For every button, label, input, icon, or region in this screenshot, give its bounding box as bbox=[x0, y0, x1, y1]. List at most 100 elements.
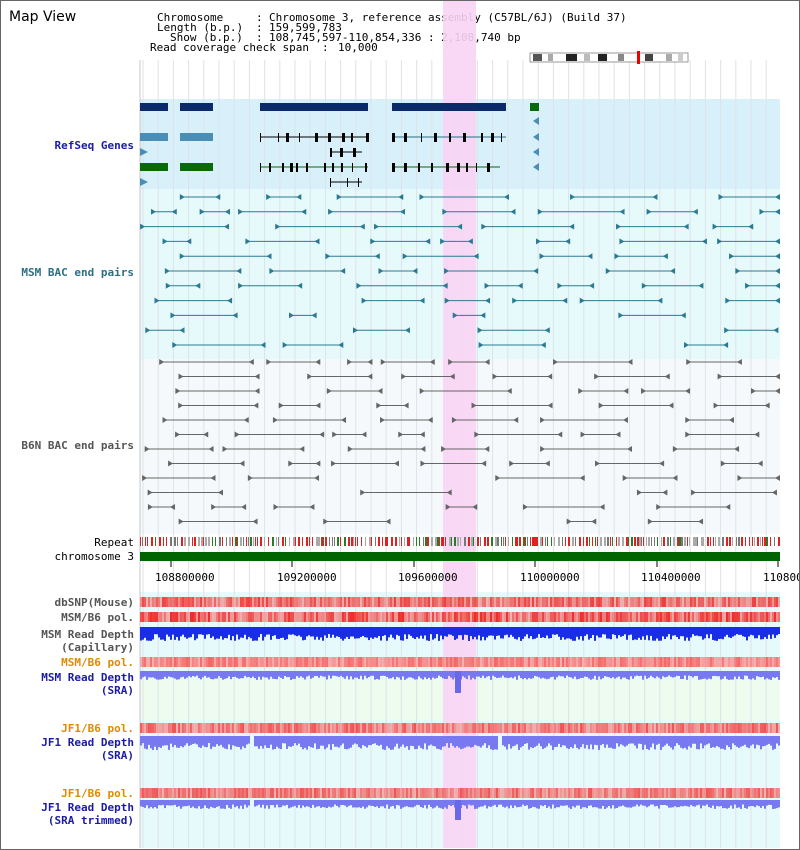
b6n-bac-pair-end bbox=[144, 446, 150, 452]
read-depth-bar bbox=[730, 627, 732, 638]
read-depth-bar bbox=[182, 671, 184, 677]
snp-density-cell bbox=[436, 723, 438, 733]
read-depth-bar bbox=[468, 627, 470, 641]
read-depth-bar bbox=[750, 736, 752, 746]
read-depth-bar bbox=[358, 736, 360, 748]
snp-density-cell bbox=[422, 612, 424, 622]
snp-density-cell bbox=[480, 612, 482, 622]
b6n-bac-pair-end bbox=[598, 402, 604, 409]
read-depth-bar bbox=[246, 671, 248, 678]
b6n-bac-pair-end bbox=[578, 388, 584, 394]
read-depth-bar bbox=[218, 736, 220, 746]
read-depth-bar bbox=[488, 627, 490, 636]
snp-density-cell bbox=[744, 657, 746, 667]
read-depth-bar bbox=[148, 736, 150, 745]
repeat-feature bbox=[361, 537, 362, 546]
snp-density-cell bbox=[270, 723, 272, 733]
snp-density-cell bbox=[766, 597, 768, 607]
msm-bac-pair-end bbox=[517, 282, 523, 289]
b6n-bac-pair-end bbox=[288, 460, 294, 467]
read-depth-bar bbox=[612, 671, 614, 678]
snp-density-cell bbox=[766, 788, 768, 798]
snp-density-cell bbox=[756, 597, 758, 607]
b6n-bac-pair-end bbox=[484, 446, 490, 452]
read-depth-bar bbox=[556, 627, 558, 635]
snp-density-cell bbox=[736, 612, 738, 622]
snp-density-cell bbox=[374, 657, 376, 667]
read-depth-bar bbox=[434, 736, 436, 747]
read-depth-bar bbox=[236, 800, 238, 807]
read-depth-bar bbox=[476, 671, 478, 677]
read-depth-bar bbox=[738, 627, 740, 635]
snp-density-cell bbox=[688, 612, 690, 622]
snp-density-cell bbox=[268, 597, 270, 607]
snp-density-cell bbox=[686, 788, 688, 798]
b6n-bac-pair-end bbox=[175, 431, 181, 438]
read-depth-bar bbox=[412, 627, 414, 638]
snp-density-cell bbox=[294, 723, 296, 733]
snp-density-cell bbox=[156, 612, 158, 622]
read-depth-bar bbox=[722, 671, 724, 679]
read-depth-bar bbox=[376, 800, 378, 807]
read-depth-bar bbox=[248, 627, 250, 637]
read-depth-bar bbox=[184, 671, 186, 679]
read-depth-bar bbox=[288, 627, 290, 635]
read-depth-bar bbox=[590, 671, 592, 680]
read-depth-bar bbox=[756, 627, 758, 639]
snp-density-cell bbox=[526, 657, 528, 667]
read-depth-bar bbox=[440, 627, 442, 636]
read-depth-bar bbox=[574, 671, 576, 677]
read-depth-bar bbox=[252, 671, 254, 677]
read-depth-bar bbox=[644, 627, 646, 640]
snp-density-cell bbox=[492, 657, 494, 667]
read-depth-bar bbox=[388, 736, 390, 749]
read-depth-bar bbox=[340, 736, 342, 746]
snp-density-cell bbox=[154, 723, 156, 733]
msm-bac-pair-end bbox=[540, 342, 546, 348]
read-depth-bar bbox=[500, 800, 502, 805]
snp-density-cell bbox=[596, 597, 598, 607]
read-depth-bar bbox=[382, 736, 384, 750]
snp-density-cell bbox=[604, 657, 606, 667]
snp-density-cell bbox=[158, 723, 160, 733]
snp-density-cell bbox=[336, 788, 338, 798]
read-depth-bar bbox=[722, 627, 724, 640]
snp-density-cell bbox=[484, 612, 486, 622]
read-depth-bar bbox=[208, 800, 210, 809]
read-depth-bar bbox=[164, 800, 166, 809]
read-depth-bar bbox=[650, 800, 652, 805]
read-depth-bar bbox=[408, 627, 410, 635]
snp-density-cell bbox=[594, 612, 596, 622]
msm-bac-pair-end bbox=[652, 194, 658, 200]
snp-density-cell bbox=[546, 597, 548, 607]
snp-density-cell bbox=[590, 723, 592, 733]
snp-density-cell bbox=[252, 723, 254, 733]
read-depth-bar bbox=[455, 800, 461, 820]
read-depth-bar bbox=[656, 736, 658, 745]
read-depth-bar bbox=[366, 736, 368, 748]
read-depth-bar bbox=[400, 671, 402, 680]
repeat-feature bbox=[449, 537, 451, 546]
read-depth-bar bbox=[396, 627, 398, 635]
snp-density-cell bbox=[374, 723, 376, 733]
read-depth-bar bbox=[236, 736, 238, 747]
snp-density-cell bbox=[774, 597, 776, 607]
read-depth-bar bbox=[166, 736, 168, 746]
read-depth-bar bbox=[572, 800, 574, 807]
read-depth-bar bbox=[384, 800, 386, 809]
snp-density-cell bbox=[434, 788, 436, 798]
read-depth-bar bbox=[776, 736, 778, 744]
snp-density-cell bbox=[242, 788, 244, 798]
read-depth-bar bbox=[568, 671, 570, 678]
snp-density-cell bbox=[372, 597, 374, 607]
read-depth-bar bbox=[440, 800, 442, 809]
snp-density-cell bbox=[588, 723, 590, 733]
snp-density-cell bbox=[474, 612, 476, 622]
snp-density-cell bbox=[464, 597, 466, 607]
msm-read-depth-sra-label-1: MSM Read Depth bbox=[41, 671, 134, 684]
snp-density-cell bbox=[524, 657, 526, 667]
snp-density-cell bbox=[498, 612, 500, 622]
snp-density-cell bbox=[412, 597, 414, 607]
repeat-feature bbox=[318, 537, 320, 546]
